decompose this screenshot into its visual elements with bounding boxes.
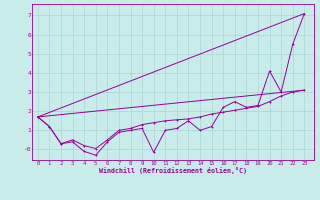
X-axis label: Windchill (Refroidissement éolien,°C): Windchill (Refroidissement éolien,°C) [99, 167, 247, 174]
